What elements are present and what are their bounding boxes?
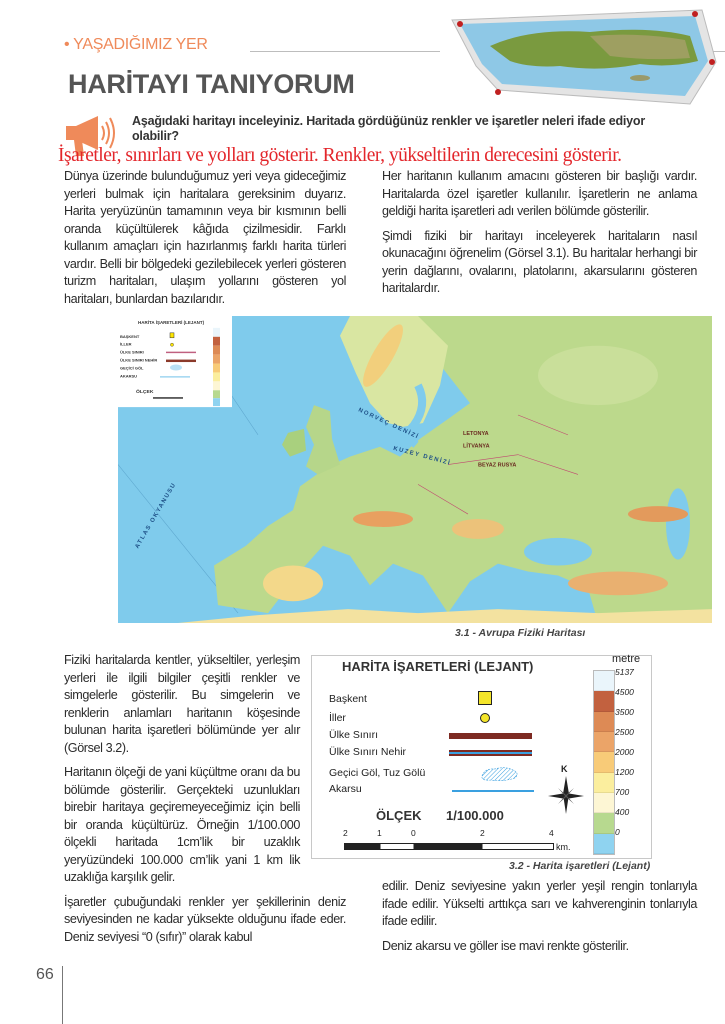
- anatolia-relief: [568, 571, 668, 596]
- border-line-icon: [449, 733, 532, 739]
- elevation-color-segment: [594, 833, 614, 854]
- elevation-label: 0: [615, 827, 620, 837]
- river-line-icon: [452, 790, 534, 792]
- paragraph: Her haritanın kullanım amacını gösteren …: [382, 169, 697, 218]
- elevation-label: 1200: [615, 767, 634, 777]
- mini-legend-item: AKARSU: [120, 373, 137, 378]
- caucasus-relief: [628, 506, 688, 522]
- mini-legend: HARİTA İŞARETLERİ (LEJANT) BAŞKENT İLLER…: [118, 316, 232, 408]
- paragraph: Dünya üzerinde bulunduğumuz yeri veya gi…: [64, 169, 346, 306]
- mini-legend-item: GEÇİCİ GÖL: [120, 365, 144, 370]
- intro-column-right: Her haritanın kullanım amacını gösteren …: [382, 168, 697, 305]
- turkey-relief-map-image: [451, 9, 717, 105]
- elevation-unit: metre: [612, 653, 641, 665]
- section-label: • YAŞADIĞIMIZ YER: [64, 36, 208, 53]
- elevation-color-segment: [594, 792, 614, 814]
- scandinavian-mountains: [363, 324, 403, 387]
- compass-north-label: K: [561, 764, 568, 774]
- scale-tick: 0: [411, 828, 416, 838]
- scale-tick: 2: [343, 828, 348, 838]
- legend-title: HARİTA İŞARETLERİ (LEJANT): [342, 659, 534, 674]
- elevation-paragraph: İşaretler çubuğundaki renkler yer şekill…: [64, 894, 346, 944]
- elevation-color-segment: [594, 671, 614, 692]
- elevation-color-segment: [594, 752, 614, 773]
- legend-label-capital: Başkent: [329, 693, 367, 705]
- alps-relief: [353, 511, 413, 527]
- mini-legend-item: ÜLKE SINIRI NEHİR: [120, 358, 157, 363]
- map-label: LETONYA: [463, 431, 489, 437]
- carpathians-relief: [452, 519, 504, 539]
- elevation-color-bar: [593, 670, 615, 855]
- city-circle-icon: [480, 713, 490, 723]
- scale-tick: 2: [480, 828, 485, 838]
- mini-legend-title: HARİTA İŞARETLERİ (LEJANT): [138, 319, 205, 325]
- map-label: LİTVANYA: [463, 443, 490, 450]
- border-river-line-icon: [449, 750, 532, 756]
- mini-legend-item: ÜLKE SINIRI: [120, 350, 144, 355]
- paragraph: Fiziki haritalarda kentler, yükseltiler,…: [64, 653, 300, 755]
- caspian-sea: [666, 488, 690, 560]
- scale-unit: km.: [556, 842, 571, 852]
- map-caption: 3.1 - Avrupa Fiziki Haritası: [455, 627, 586, 639]
- elevation-label: 400: [615, 807, 630, 817]
- legend-label-river: Akarsu: [329, 783, 362, 795]
- legend-label-lake: Geçici Göl, Tuz Gölü: [329, 767, 426, 779]
- elevation-label: 2500: [615, 727, 634, 737]
- scale-tick: 4: [549, 828, 554, 838]
- elevation-label: 700: [615, 787, 630, 797]
- elevation-color-segment: [594, 731, 614, 753]
- pin-icon: [495, 89, 501, 95]
- scale-ratio: 1/100.000: [446, 808, 504, 823]
- legend-label-border: Ülke Sınırı: [329, 729, 379, 741]
- header-divider-right: [712, 51, 725, 52]
- landmass-britain: [306, 405, 340, 475]
- map-label: BEYAZ RUSYA: [478, 463, 516, 469]
- legend-caption: 3.2 - Harita işaretleri (Lejant): [509, 860, 651, 872]
- header-divider: [250, 51, 440, 52]
- landmass-ireland: [282, 428, 306, 457]
- paragraph: Deniz akarsu ve göller ise mavi renkte g…: [382, 938, 629, 953]
- elevation-color-segment: [594, 691, 614, 712]
- page-number: 66: [36, 966, 54, 983]
- page-title: HARİTAYI TANIYORUM: [68, 69, 355, 99]
- scale-explanation-column: Fiziki haritalarda kentler, yükseltiler,…: [64, 652, 346, 953]
- paragraph: edilir. Deniz seviyesine yakın yerler ye…: [382, 879, 697, 928]
- elevation-color-segment: [594, 772, 614, 793]
- capital-square-icon: [478, 691, 492, 705]
- black-sea: [524, 537, 592, 566]
- elevation-color-segment: [594, 813, 614, 834]
- intro-column-left: Dünya üzerinde bulunduğumuz yeri veya gi…: [64, 168, 346, 315]
- landmass-africa: [178, 609, 712, 623]
- pin-icon: [692, 11, 698, 17]
- activity-question: Aşağıdaki haritayı inceleyiniz. Haritada…: [132, 114, 646, 143]
- mini-legend-item: BAŞKENT: [120, 334, 140, 339]
- scale-title: ÖLÇEK: [376, 808, 422, 823]
- elevation-color-segment: [594, 711, 614, 732]
- legend-label-border-river: Ülke Sınırı Nehir: [329, 746, 407, 758]
- megaphone-icon: [66, 116, 115, 156]
- compass-rose-icon: K: [548, 764, 584, 814]
- elevation-label: 5137: [615, 667, 634, 677]
- pin-icon: [709, 59, 715, 65]
- legend-label-cities: İller: [329, 712, 346, 724]
- hatched-lake-icon: [481, 767, 518, 781]
- iberia-relief: [263, 565, 323, 602]
- europe-physical-map: NORVEÇ DENİZİ KUZEY DENİZİ ATLAS OKYANUS…: [118, 316, 712, 623]
- mini-scale-label: ÖLÇEK: [136, 388, 154, 395]
- scale-tick: 1: [377, 828, 382, 838]
- elevation-label: 3500: [615, 707, 634, 717]
- handwritten-answer: İşaretler, sınırları ve yolları gösterir…: [58, 145, 622, 166]
- pin-icon: [457, 21, 463, 27]
- color-explanation-column: edilir. Deniz seviyesine yakın yerler ye…: [382, 878, 697, 962]
- map-legend-figure: HARİTA İŞARETLERİ (LEJANT) Başkent İller…: [311, 653, 652, 859]
- elevation-label: 2000: [615, 747, 634, 757]
- scale-bar: [344, 843, 554, 850]
- paragraph: Haritanın ölçeği de yani küçültme oranı …: [64, 765, 300, 884]
- paragraph: Şimdi fiziki bir haritayı inceleyerek ha…: [382, 228, 697, 296]
- elevation-label: 4500: [615, 687, 634, 697]
- footer-divider: [62, 966, 63, 1024]
- mini-legend-item: İLLER: [120, 342, 132, 347]
- baltic-sea: [405, 383, 427, 448]
